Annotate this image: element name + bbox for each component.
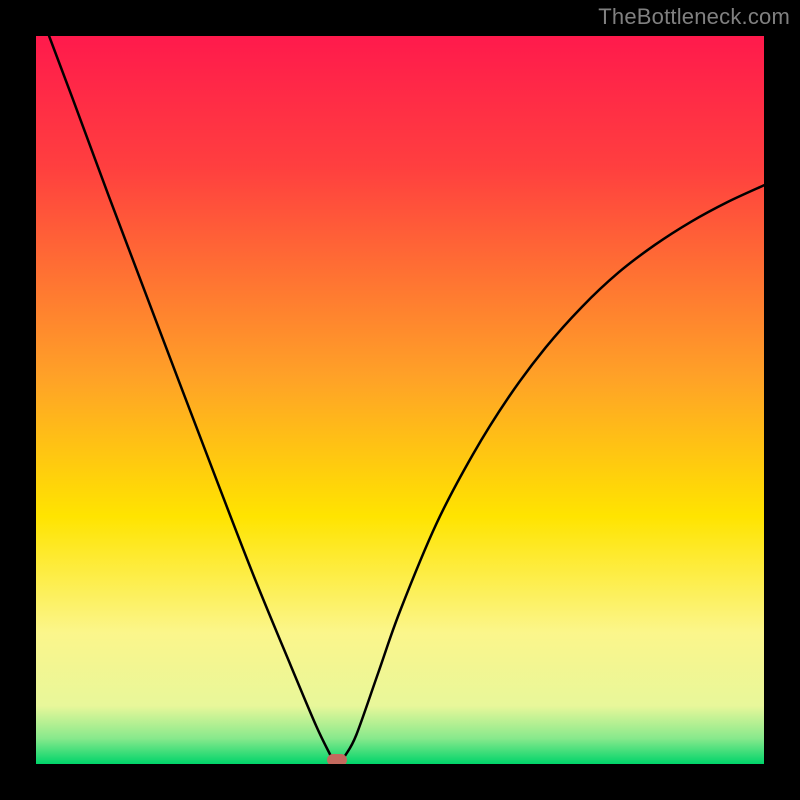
plot-area: [36, 36, 764, 764]
curve-right-branch: [345, 185, 764, 755]
watermark-text: TheBottleneck.com: [598, 4, 790, 30]
chart-frame: TheBottleneck.com: [0, 0, 800, 800]
bottleneck-marker: [327, 754, 347, 764]
curve-left-branch: [49, 36, 331, 756]
bottleneck-curve: [36, 36, 764, 764]
